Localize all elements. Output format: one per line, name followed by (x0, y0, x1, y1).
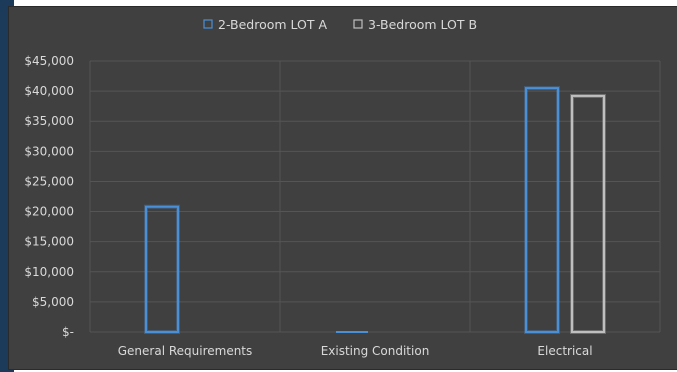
y-tick-label: $35,000 (24, 114, 74, 128)
y-tick-label: $45,000 (24, 54, 74, 68)
bar-lot-b (571, 94, 605, 333)
legend-label: 2-Bedroom LOT A (218, 17, 327, 32)
y-tick-label: $25,000 (24, 174, 74, 188)
y-tick-label: $30,000 (24, 144, 74, 158)
bar-glow (144, 204, 180, 334)
bar-lot-a (525, 87, 559, 333)
bar-lot-a (145, 205, 179, 333)
y-tick-label: $40,000 (24, 84, 74, 98)
legend-label: 3-Bedroom LOT B (368, 17, 477, 32)
bar-glow (570, 93, 606, 334)
y-tick-label: $20,000 (24, 205, 74, 219)
y-tick-label: $15,000 (24, 235, 74, 249)
legend-swatch (203, 19, 213, 29)
x-tick-label: General Requirements (118, 344, 253, 358)
chart-area (8, 6, 677, 370)
y-tick-label: $10,000 (24, 265, 74, 279)
x-tick-label: Existing Condition (321, 344, 430, 358)
bar-glow (524, 86, 560, 334)
y-tick-label: $5,000 (32, 295, 74, 309)
x-tick-label: Electrical (537, 344, 592, 358)
legend-swatch (353, 19, 363, 29)
y-tick-label: $- (62, 325, 74, 339)
